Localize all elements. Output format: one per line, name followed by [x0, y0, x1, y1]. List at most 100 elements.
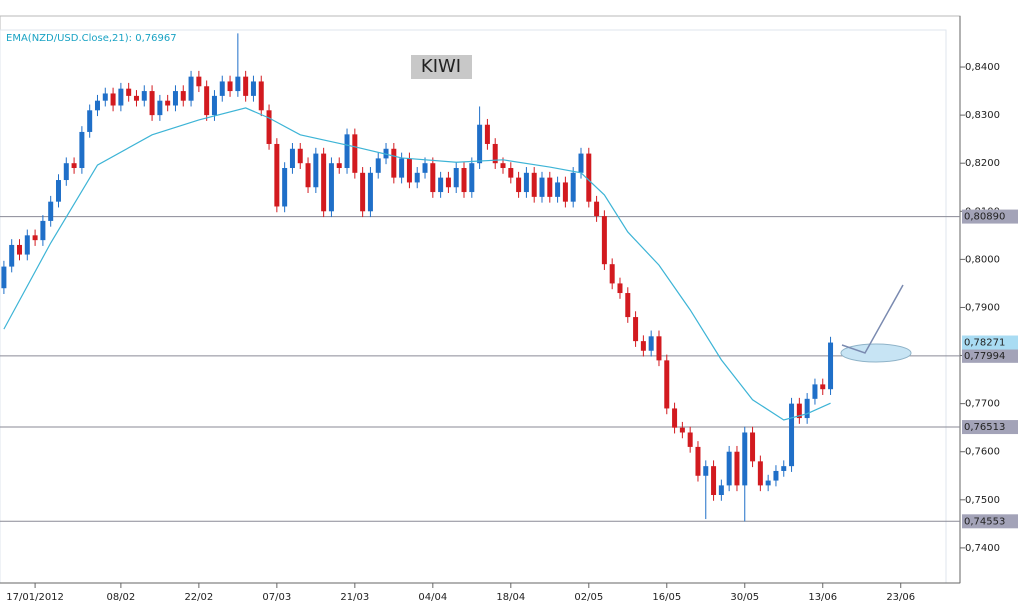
- candle-body: [305, 163, 311, 188]
- candle-body: [63, 163, 69, 181]
- level-label: 0,80890: [964, 212, 1005, 223]
- candle-body: [695, 446, 701, 476]
- candle-body: [734, 451, 740, 486]
- ema-line: [3, 107, 831, 421]
- candle-body: [391, 148, 397, 178]
- candle-body: [172, 91, 178, 106]
- x-tick-label: 02/05: [574, 592, 603, 603]
- x-tick-label: 21/03: [340, 592, 369, 603]
- candle-body: [328, 163, 334, 212]
- candle-body: [804, 398, 810, 419]
- candle-body: [796, 403, 802, 419]
- candle-body: [438, 177, 444, 193]
- candle-body: [664, 360, 670, 409]
- level-box: [962, 348, 1018, 363]
- candle-body: [594, 201, 600, 217]
- candle-body: [562, 182, 568, 202]
- candle-body: [24, 235, 30, 255]
- candle-body: [617, 283, 623, 294]
- candle-body: [352, 134, 358, 173]
- candle-body: [601, 216, 607, 265]
- indicator-label: EMA(NZD/USD.Close,21): 0,76967: [6, 33, 177, 44]
- candle-body: [71, 163, 77, 169]
- title-box: [411, 55, 472, 79]
- x-tick-label: 17/01/2012: [6, 592, 64, 603]
- candle-body: [516, 177, 522, 193]
- y-tick-label: 0,8000: [965, 254, 1000, 265]
- candle-body: [555, 182, 561, 197]
- candle-body: [633, 317, 639, 342]
- x-tick-label: 13/06: [808, 592, 837, 603]
- candle-body: [367, 172, 373, 212]
- candle-body: [773, 470, 779, 481]
- candle-body: [578, 153, 584, 173]
- candle-body: [492, 143, 498, 164]
- chart-title: KIWI: [421, 56, 461, 77]
- candle-body: [250, 81, 256, 96]
- candle-body: [726, 451, 732, 486]
- candle-body: [586, 153, 592, 202]
- candle-body: [219, 81, 225, 96]
- y-tick-label: 0,8200: [965, 158, 1000, 169]
- candle-body: [812, 384, 818, 399]
- candle-body: [547, 177, 553, 197]
- candle-body: [539, 177, 545, 197]
- candle-body: [227, 81, 233, 92]
- candle-body: [313, 153, 319, 188]
- candle-body: [656, 336, 662, 361]
- candle-body: [360, 172, 366, 212]
- candle-body: [165, 100, 171, 106]
- candle-body: [422, 163, 428, 173]
- candle-body: [508, 168, 514, 178]
- candle-body: [55, 180, 61, 202]
- y-tick-label: 0,7900: [965, 302, 1000, 313]
- candle-body: [625, 293, 631, 318]
- candle-body: [149, 91, 155, 116]
- level-label: 0,77994: [964, 351, 1005, 362]
- candle-body: [765, 480, 771, 486]
- candle-body: [531, 172, 537, 197]
- candle-body: [406, 158, 412, 183]
- candle-body: [500, 163, 506, 169]
- candle-body: [40, 220, 46, 241]
- candle-body: [321, 153, 327, 212]
- level-label: 0,74553: [964, 516, 1005, 527]
- candle-body: [196, 76, 202, 87]
- candle-body: [289, 148, 295, 169]
- candle-body: [282, 168, 288, 207]
- candle-body: [297, 148, 303, 164]
- candle-body: [399, 158, 405, 178]
- candle-body: [344, 134, 350, 169]
- candle-body: [414, 172, 420, 183]
- y-tick-label: 0,7600: [965, 447, 1000, 458]
- candle-body: [640, 341, 646, 351]
- x-tick-label: 08/02: [106, 592, 135, 603]
- candle-body: [133, 95, 139, 101]
- candle-body: [110, 93, 116, 106]
- candle-body: [243, 76, 249, 96]
- candle-body: [102, 93, 108, 101]
- level-box: [962, 420, 1018, 435]
- candle-body: [648, 336, 654, 351]
- candle-body: [609, 264, 615, 284]
- candle-body: [781, 466, 787, 471]
- y-tick-label: 0,7400: [965, 543, 1000, 554]
- candle-body: [430, 163, 436, 193]
- level-label: 0,76513: [964, 422, 1005, 433]
- candle-body: [336, 163, 342, 169]
- candle-body: [204, 86, 210, 116]
- candle-body: [266, 110, 272, 144]
- candle-body: [180, 91, 186, 101]
- candle-body: [750, 432, 756, 462]
- candle-body: [87, 110, 93, 132]
- candle-body: [679, 427, 685, 433]
- candle-body: [445, 177, 451, 188]
- level-box: [962, 514, 1018, 529]
- candle-body: [523, 172, 529, 193]
- candle-body: [742, 432, 748, 486]
- candle-body: [141, 91, 147, 101]
- candle-body: [718, 485, 724, 496]
- candle-body: [461, 168, 467, 193]
- x-tick-label: 23/06: [886, 592, 915, 603]
